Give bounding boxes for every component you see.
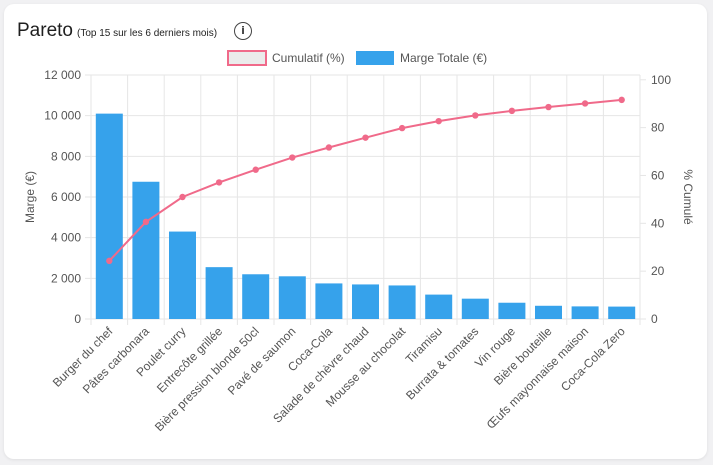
- cumulative-line: [106, 96, 625, 265]
- y2-tick-label: 80: [651, 121, 665, 135]
- y-tick-label: 2 000: [51, 271, 81, 285]
- legend-swatch-marge: [356, 51, 394, 65]
- legend-item-cumulative: Cumulatif (%): [227, 50, 345, 66]
- y-tick-label: 0: [74, 312, 81, 326]
- bar: [388, 285, 416, 319]
- cumulative-point: [435, 117, 442, 125]
- bar: [461, 298, 489, 319]
- bar: [315, 283, 343, 319]
- bar: [205, 267, 233, 319]
- cumulative-point: [472, 112, 479, 119]
- cumulative-point: [581, 100, 589, 107]
- cumulative-point: [142, 218, 150, 226]
- y-axis-title: Marge (€): [23, 171, 37, 223]
- cumulative-point: [215, 179, 223, 186]
- y2-axis-title: % Cumulé: [681, 169, 695, 225]
- bars: [95, 113, 636, 319]
- cumulative-point: [362, 134, 369, 141]
- y-tick-label: 6 000: [51, 190, 81, 204]
- cumulative-point: [252, 166, 259, 173]
- cumulative-point: [545, 103, 552, 111]
- legend-swatch-cumulative: [227, 50, 267, 66]
- cumulative-point: [289, 154, 296, 161]
- y-tick-label: 8 000: [51, 149, 81, 163]
- legend-item-marge: Marge Totale (€): [356, 51, 487, 65]
- y-tick-label: 4 000: [51, 231, 81, 245]
- legend-label-cumulative: Cumulatif (%): [272, 51, 345, 65]
- bar: [132, 181, 160, 319]
- bar: [352, 284, 379, 319]
- bar: [498, 302, 526, 319]
- cumulative-point: [618, 96, 625, 104]
- info-icon[interactable]: i: [234, 22, 252, 40]
- y2-tick-label: 60: [651, 168, 665, 182]
- x-tick-label: Coca-Cola Zero: [558, 324, 628, 394]
- page-subtitle: (Top 15 sur les 6 derniers mois): [76, 28, 218, 39]
- legend-label-marge: Marge Totale (€): [400, 51, 487, 65]
- bar: [571, 306, 599, 319]
- bar: [425, 294, 453, 319]
- grid: [85, 74, 646, 325]
- y2-tick-label: 40: [651, 216, 665, 230]
- bar: [278, 276, 306, 319]
- y-tick-label: 12 000: [44, 68, 81, 82]
- axes: 0 2 000 4 000 6 000 8 000 10 000 12 000 0 20 40 60…: [23, 68, 695, 434]
- y-tick-label: 10 000: [44, 109, 81, 123]
- cumulative-point: [179, 193, 186, 201]
- page-title: Pareto: [17, 20, 73, 41]
- x-tick-label: Entrecôte grillée: [154, 324, 225, 395]
- cumulative-point: [106, 257, 113, 265]
- y2-tick-label: 0: [651, 312, 658, 326]
- y2-tick-label: 20: [651, 264, 665, 278]
- cumulative-point: [325, 144, 333, 151]
- bar: [608, 306, 636, 319]
- bar: [242, 274, 270, 319]
- cumulative-point: [508, 107, 516, 115]
- y2-tick-label: 100: [651, 73, 671, 87]
- legend[interactable]: Cumulatif (%) Marge Totale (€): [227, 50, 487, 66]
- header: Pareto (Top 15 sur les 6 derniers mois): [17, 20, 217, 42]
- bar: [169, 231, 196, 319]
- bar: [535, 305, 562, 319]
- bar: [95, 113, 123, 319]
- cumulative-point: [398, 124, 406, 132]
